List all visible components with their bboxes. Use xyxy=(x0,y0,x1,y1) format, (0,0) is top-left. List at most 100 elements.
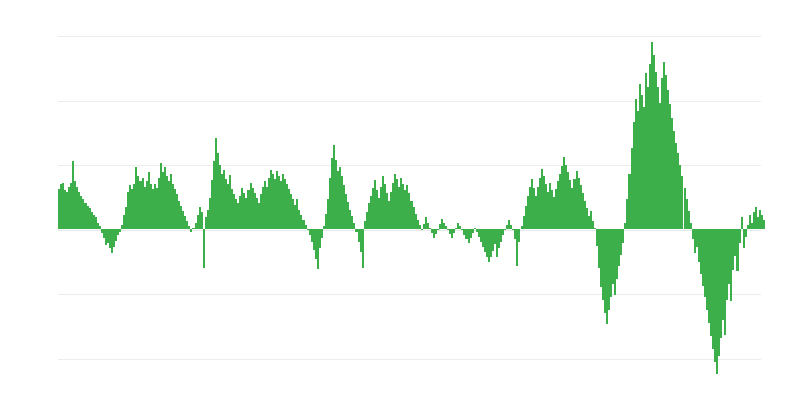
bar xyxy=(701,229,704,286)
gridline xyxy=(58,101,761,102)
bar xyxy=(455,227,458,229)
bar xyxy=(577,177,580,229)
bar xyxy=(300,214,303,229)
bar xyxy=(188,226,191,229)
bar xyxy=(447,229,450,231)
bar xyxy=(113,229,116,247)
bar xyxy=(396,178,399,229)
bar xyxy=(243,192,246,229)
bar xyxy=(434,229,437,235)
bar xyxy=(575,171,578,229)
bar xyxy=(318,229,321,249)
bar xyxy=(223,169,226,229)
bar xyxy=(296,199,299,229)
bar xyxy=(426,222,429,229)
bar xyxy=(732,229,735,271)
bar xyxy=(500,229,503,242)
bar xyxy=(139,181,142,229)
bar xyxy=(288,189,291,229)
bar xyxy=(489,229,492,258)
bar xyxy=(182,210,185,229)
bar xyxy=(430,229,433,233)
bar xyxy=(117,229,120,236)
bar xyxy=(705,229,708,311)
bar xyxy=(345,194,348,229)
bar xyxy=(263,181,266,229)
bar xyxy=(730,229,733,302)
bar xyxy=(697,229,700,263)
bar xyxy=(104,229,107,246)
bar xyxy=(551,190,554,229)
bar xyxy=(88,208,91,229)
bar xyxy=(371,187,374,229)
bar xyxy=(750,222,753,229)
bar xyxy=(451,229,454,238)
bar xyxy=(131,189,134,229)
bar xyxy=(522,216,525,229)
bar xyxy=(553,196,556,229)
bar xyxy=(614,229,617,295)
bar xyxy=(683,187,686,229)
bar xyxy=(746,225,749,229)
bar xyxy=(587,216,590,229)
bar xyxy=(736,229,739,272)
bar xyxy=(278,176,281,229)
bar xyxy=(367,203,370,229)
bar xyxy=(646,87,649,229)
bar xyxy=(532,187,535,229)
bar xyxy=(363,221,366,229)
bar xyxy=(483,229,486,253)
bar xyxy=(406,185,409,229)
bar xyxy=(703,229,706,298)
bar xyxy=(322,226,325,229)
bar xyxy=(524,205,527,229)
bar xyxy=(137,176,140,229)
bar xyxy=(235,199,238,229)
bar xyxy=(657,87,660,229)
bar xyxy=(573,178,576,229)
bar xyxy=(90,212,93,229)
bar xyxy=(465,229,468,240)
bar xyxy=(276,171,279,229)
bar xyxy=(404,190,407,229)
bar xyxy=(557,181,560,229)
bar xyxy=(536,186,539,229)
bar xyxy=(602,229,605,300)
bar xyxy=(294,204,297,229)
bar xyxy=(351,216,354,229)
bar xyxy=(518,229,521,242)
bar xyxy=(82,199,85,229)
bar xyxy=(218,164,221,229)
bar xyxy=(760,214,763,229)
bar xyxy=(481,229,484,247)
bar xyxy=(634,99,637,229)
bar xyxy=(316,229,319,269)
bar xyxy=(125,207,128,229)
bar xyxy=(561,165,564,229)
bar xyxy=(310,229,313,242)
bar xyxy=(555,189,558,229)
bar xyxy=(210,180,213,229)
bar xyxy=(249,182,252,229)
bar xyxy=(200,212,203,229)
bar xyxy=(728,229,731,285)
bar xyxy=(510,225,513,229)
bar xyxy=(595,229,598,246)
bar xyxy=(475,229,478,232)
bar xyxy=(326,199,329,229)
bar xyxy=(312,229,315,250)
bar xyxy=(685,199,688,229)
bar xyxy=(361,229,364,268)
bar xyxy=(424,217,427,229)
bar xyxy=(506,225,509,229)
bar xyxy=(66,191,69,229)
zero-gridline xyxy=(58,230,761,231)
bar xyxy=(626,199,629,229)
bar xyxy=(714,229,717,362)
bar xyxy=(157,177,160,229)
bar xyxy=(487,229,490,263)
bar xyxy=(369,195,372,229)
bar xyxy=(204,217,207,229)
bar xyxy=(418,225,421,229)
